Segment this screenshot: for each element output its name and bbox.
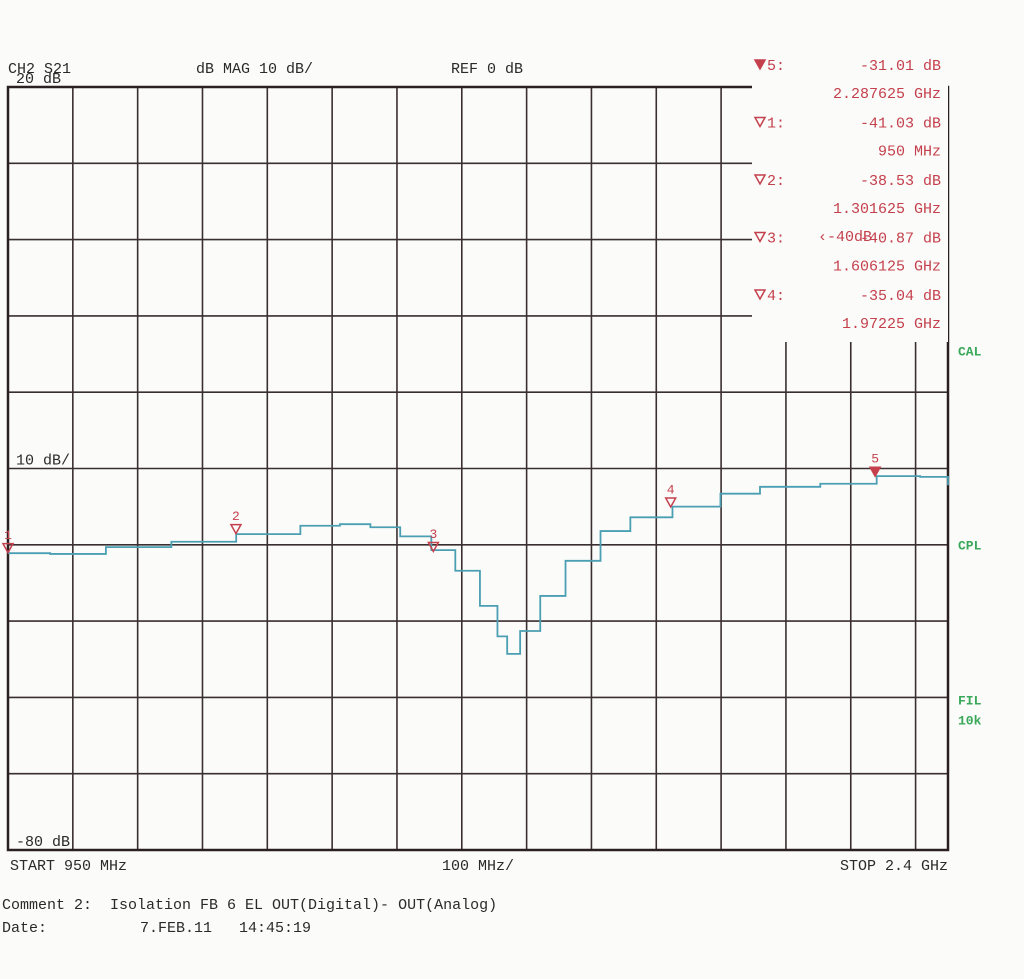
readout-number: 4: bbox=[767, 288, 785, 305]
readout-value: -40.87 dB bbox=[860, 230, 941, 247]
marker bbox=[664, 497, 677, 509]
readout-freq: 1.606125 GHz bbox=[833, 258, 941, 275]
status-label: FIL bbox=[958, 693, 982, 708]
readout-number: 5: bbox=[767, 58, 785, 75]
readout-icon bbox=[753, 231, 767, 244]
span: 100 MHz/ bbox=[442, 858, 514, 875]
marker bbox=[229, 523, 243, 536]
marker-panel bbox=[752, 52, 948, 342]
status-label: CPL bbox=[958, 538, 982, 553]
readout-value: -41.03 dB bbox=[860, 115, 941, 132]
marker-number: 1 bbox=[4, 528, 12, 543]
marker bbox=[1, 542, 15, 555]
plot-border bbox=[6, 85, 950, 852]
readout-icon bbox=[753, 116, 767, 129]
channel: CH2 S21 bbox=[8, 61, 71, 78]
readout-freq: 1.97225 GHz bbox=[842, 316, 941, 333]
marker-number: 4 bbox=[667, 482, 675, 497]
readout-icon bbox=[753, 59, 767, 71]
readout-value: -31.01 dB bbox=[860, 58, 941, 75]
date-label: Date: bbox=[2, 920, 47, 937]
reference: REF 0 dB bbox=[451, 61, 523, 78]
y-label: 20 dB bbox=[16, 71, 61, 88]
readout-freq: 1.301625 GHz bbox=[833, 201, 941, 218]
date: 7.FEB.11 14:45:19 bbox=[140, 920, 311, 937]
readout-value: -35.04 dB bbox=[860, 288, 941, 305]
readout-freq: 2.287625 GHz bbox=[833, 86, 941, 103]
stop: STOP 2.4 GHz bbox=[840, 858, 948, 875]
marker-number: 3 bbox=[429, 527, 437, 542]
status-label: CAL bbox=[958, 344, 982, 359]
marker-number: 5 bbox=[871, 452, 879, 467]
readout-icon bbox=[753, 174, 767, 186]
readout-number: 2: bbox=[767, 173, 785, 190]
marker-number: 2 bbox=[232, 509, 240, 524]
readout-number: 3: bbox=[767, 230, 785, 247]
marker bbox=[427, 541, 440, 553]
marker bbox=[868, 466, 882, 478]
status-label: 10k bbox=[958, 713, 982, 728]
readout-icon bbox=[753, 289, 767, 301]
readout-freq: 950 MHz bbox=[878, 143, 941, 160]
start: START 950 MHz bbox=[10, 858, 127, 875]
y-label: 10 dB/ bbox=[16, 452, 70, 469]
limit-label: ‹-40dB bbox=[818, 229, 872, 246]
y-label: -80 dB bbox=[16, 834, 70, 851]
readout-value: -38.53 dB bbox=[860, 173, 941, 190]
format: dB MAG 10 dB/ bbox=[196, 61, 313, 78]
grid-layer bbox=[6, 85, 950, 852]
trace bbox=[8, 475, 949, 655]
readout-number: 1: bbox=[767, 115, 785, 132]
comment: Comment 2: Isolation FB 6 EL OUT(Digital… bbox=[2, 897, 497, 914]
